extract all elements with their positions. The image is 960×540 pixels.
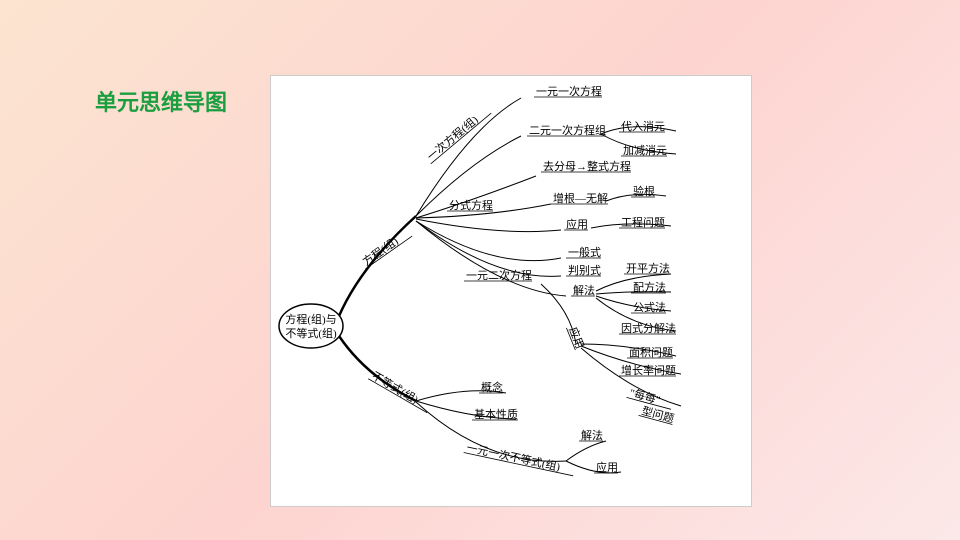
- node-c16: 因式分解法: [621, 321, 676, 335]
- node-b1_2: 分式方程: [449, 198, 493, 212]
- branch-edge: [339, 216, 416, 316]
- node-c18: 面积问题: [629, 346, 673, 359]
- node-c6: 增根—无解: [553, 191, 608, 205]
- node-main1: 方程(组): [360, 234, 401, 269]
- node-c5: 去分母→整式方程: [543, 159, 631, 173]
- node-b1_3: 一元二次方程: [466, 268, 532, 282]
- node-c15: 公式法: [633, 300, 666, 314]
- root-node: [279, 304, 343, 348]
- node-c20a: "每每": [628, 385, 662, 407]
- node-c22: 应用: [596, 460, 618, 474]
- branch-edge: [416, 221, 561, 261]
- node-b2_1: 概念: [481, 380, 503, 394]
- node-c8: 应用: [566, 217, 588, 231]
- root-label-1: 方程(组)与: [285, 312, 336, 326]
- node-b1_1: 一次方程(组): [424, 112, 481, 163]
- node-c4: 加减消元: [623, 143, 667, 157]
- node-b2_2: 基本性质: [474, 407, 518, 421]
- node-c17: 应用: [566, 325, 587, 351]
- node-underline: [431, 113, 492, 164]
- node-c12: 解法: [573, 283, 595, 297]
- node-c9: 工程问题: [621, 216, 665, 229]
- node-b2_3: 一元一次不等式(组): [465, 440, 561, 474]
- root-label-2: 不等式(组): [285, 326, 337, 340]
- node-c19: 增长率问题: [621, 363, 676, 377]
- node-c1: 一元一次方程: [536, 84, 602, 98]
- mindmap-diagram: 方程(组)与 不等式(组) 方程(组) 不等式(组) 一次方程(组) 分式方程一元二次…: [270, 75, 752, 507]
- node-c2: 二元一次方程组: [529, 123, 606, 137]
- node-c21: 解法: [581, 428, 603, 442]
- branch-edge: [416, 221, 566, 296]
- node-c10: 一般式: [568, 246, 601, 259]
- mindmap-svg: 方程(组)与 不等式(组) 方程(组) 不等式(组) 一次方程(组) 分式方程一元二次…: [271, 76, 751, 506]
- page-title: 单元思维导图: [95, 85, 227, 117]
- branch-edge: [416, 219, 561, 232]
- branch-edge: [566, 441, 606, 461]
- node-c14: 配方法: [633, 280, 666, 294]
- node-c3: 代入消元: [621, 119, 665, 133]
- node-c11: 判别式: [568, 264, 601, 277]
- node-c13: 开平方法: [626, 261, 670, 275]
- node-c7: 验根: [633, 184, 655, 198]
- node-main2: 不等式(组): [370, 368, 422, 406]
